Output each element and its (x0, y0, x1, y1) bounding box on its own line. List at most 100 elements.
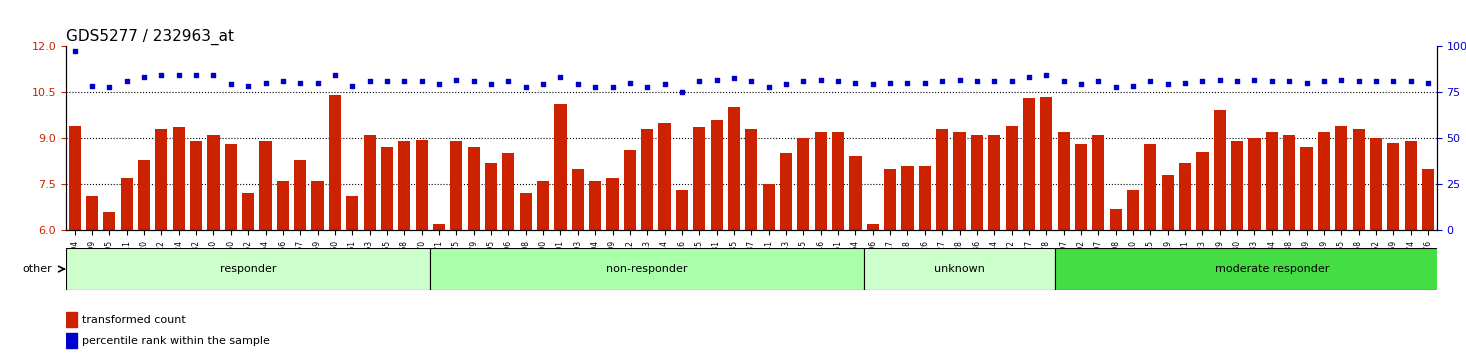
Point (652, 81, 676, 87)
Bar (641, 129, 654, 354)
Bar (155, 129, 167, 354)
Point (515, 85, 538, 90)
Point (462, 79, 485, 84)
Point (583, 85, 607, 90)
Point (1069, 81, 1092, 87)
Bar (953, 132, 966, 354)
Bar (798, 138, 809, 354)
Point (375, 79, 399, 84)
Bar (676, 190, 688, 354)
Point (861, 81, 884, 87)
Point (1277, 79, 1300, 84)
Point (705, 77, 729, 82)
Bar (311, 181, 324, 354)
Bar (207, 135, 220, 354)
Point (965, 79, 988, 84)
Point (949, 77, 972, 82)
Bar (554, 104, 566, 354)
Bar (1092, 135, 1104, 354)
Point (1330, 77, 1353, 82)
Point (1261, 79, 1284, 84)
Point (185, 72, 208, 78)
Bar (1110, 209, 1121, 354)
Point (1294, 80, 1318, 86)
Bar (1075, 144, 1088, 354)
Bar (884, 169, 896, 354)
Text: other: other (22, 264, 53, 274)
Point (896, 80, 919, 86)
Point (1243, 77, 1267, 82)
Point (393, 79, 416, 84)
Bar (328, 95, 342, 354)
Point (670, 89, 693, 95)
Bar (69, 126, 81, 354)
Bar (729, 107, 740, 354)
Bar (902, 166, 913, 354)
Bar (103, 212, 116, 354)
Bar (66, 312, 78, 327)
Bar (1041, 97, 1053, 354)
Point (114, 79, 138, 84)
Point (809, 77, 833, 82)
Bar (1318, 132, 1330, 354)
Bar (970, 135, 984, 354)
Bar (295, 160, 306, 354)
Point (1157, 81, 1180, 87)
Bar (1249, 138, 1261, 354)
Bar (1145, 144, 1157, 354)
Bar (1161, 175, 1174, 354)
Bar (537, 181, 550, 354)
Bar (224, 144, 237, 354)
Bar (277, 181, 289, 354)
Point (688, 79, 711, 84)
Bar (381, 147, 393, 354)
Point (254, 80, 277, 86)
Bar (1387, 143, 1400, 354)
Bar (86, 196, 98, 354)
Bar (745, 129, 758, 354)
Point (619, 80, 642, 86)
Bar (1404, 141, 1416, 354)
Bar (988, 135, 1000, 354)
Point (1347, 79, 1371, 84)
Bar (346, 196, 358, 354)
Text: unknown: unknown (934, 264, 985, 274)
Point (601, 85, 625, 90)
Bar (485, 162, 497, 354)
Point (982, 79, 1006, 84)
Point (202, 72, 226, 78)
Point (531, 81, 554, 87)
Point (358, 79, 381, 84)
Bar (519, 193, 532, 354)
Bar (468, 147, 479, 354)
Bar (1179, 162, 1192, 354)
Point (427, 81, 450, 87)
Bar (1127, 190, 1139, 354)
Point (1017, 74, 1041, 80)
Text: moderate responder: moderate responder (1215, 264, 1330, 274)
Point (81, 83, 104, 89)
Bar (259, 141, 271, 354)
Text: transformed count: transformed count (82, 315, 186, 325)
Bar (173, 127, 185, 354)
Point (150, 72, 173, 78)
Bar (849, 156, 862, 354)
Text: responder: responder (220, 264, 277, 274)
Bar (415, 139, 428, 354)
Bar (120, 178, 133, 354)
Bar (1231, 141, 1243, 354)
Bar (625, 150, 636, 354)
Bar (711, 120, 723, 354)
Bar (1336, 126, 1347, 354)
Bar (450, 141, 462, 354)
Bar (833, 132, 844, 354)
Bar (1283, 135, 1296, 354)
Point (1086, 79, 1110, 84)
Bar (1300, 147, 1312, 354)
Point (1208, 77, 1231, 82)
Bar (432, 224, 446, 354)
Bar (364, 135, 375, 354)
Point (1035, 72, 1058, 78)
Point (271, 79, 295, 84)
Point (1053, 79, 1076, 84)
